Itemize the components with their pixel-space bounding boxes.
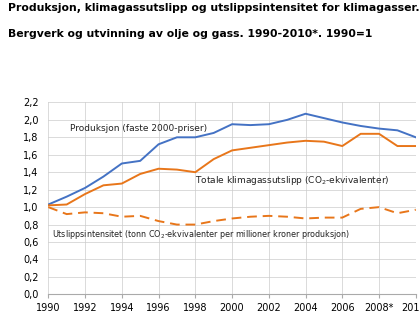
Text: Bergverk og utvinning av olje og gass. 1990-2010*. 1990=1: Bergverk og utvinning av olje og gass. 1… <box>8 29 373 39</box>
Text: Utslippsintensitet (tonn CO$_2$-ekvivalenter per millioner kroner produksjon): Utslippsintensitet (tonn CO$_2$-ekvivale… <box>52 228 350 241</box>
Text: Totale klimagassutslipp (CO$_2$-ekvivalenter): Totale klimagassutslipp (CO$_2$-ekvivale… <box>195 174 390 187</box>
Text: Produksjon, klimagassutslipp og utslippsintensitet for klimagasser.: Produksjon, klimagassutslipp og utslipps… <box>8 3 420 13</box>
Text: Produksjon (faste 2000-priser): Produksjon (faste 2000-priser) <box>71 124 207 133</box>
